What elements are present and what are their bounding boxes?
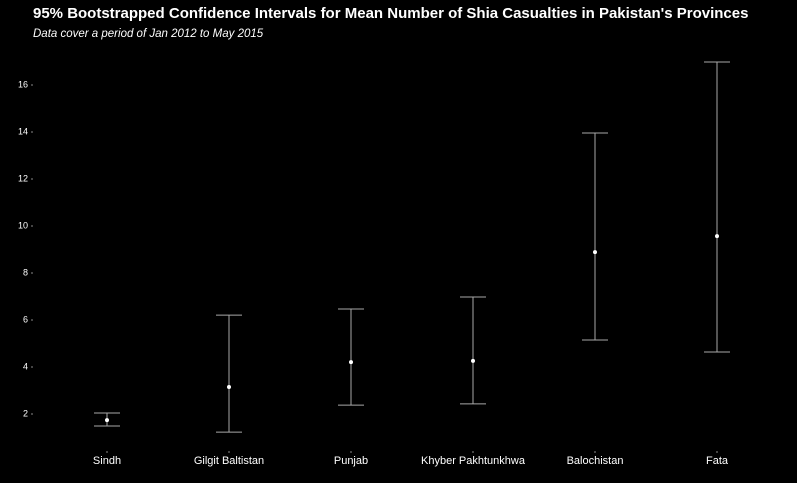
y-tick-label: 6 [23,314,28,324]
chart-subtitle: Data cover a period of Jan 2012 to May 2… [33,28,264,40]
y-tick-label: 8 [23,267,28,277]
x-tick-label: Sindh [93,455,121,467]
x-tick-label: Fata [706,455,729,467]
x-tick-label: Gilgit Baltistan [194,455,264,467]
x-tick-label: Punjab [334,455,368,467]
mean-point [471,358,475,363]
mean-point [715,234,719,239]
mean-point [105,418,109,423]
mean-point [349,360,353,365]
y-tick-label: 10 [18,220,28,230]
y-tick-label: 2 [23,408,28,418]
mean-point [593,250,597,255]
x-tick-label: Khyber Pakhtunkhwa [421,455,526,467]
x-tick-label: Balochistan [567,455,624,467]
y-tick-label: 4 [23,361,28,371]
y-tick-label: 16 [18,79,28,89]
y-tick-label: 12 [18,173,28,183]
mean-point [227,384,231,389]
chart-title: 95% Bootstrapped Confidence Intervals fo… [33,5,748,22]
y-tick-label: 14 [18,126,28,136]
